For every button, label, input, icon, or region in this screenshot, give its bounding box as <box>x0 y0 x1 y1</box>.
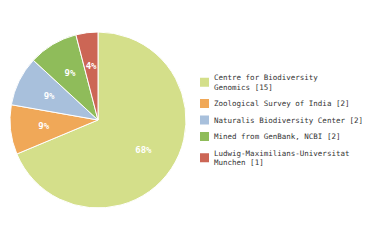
pie <box>10 32 186 208</box>
data-label: 9% <box>44 91 55 101</box>
data-label: 68% <box>135 145 152 155</box>
legend-swatch <box>200 78 209 87</box>
legend-label-line: Centre for Biodiversity <box>214 73 318 82</box>
legend-label: Naturalis Biodiversity Center [2] <box>214 116 363 125</box>
legend-swatch <box>200 132 209 141</box>
legend-label-line: Zoological Survey of India [2] <box>214 99 349 108</box>
data-label: 9% <box>65 68 76 78</box>
pie-slice <box>76 32 98 120</box>
legend-label: Ludwig-Maximilians-UniversitatMunchen [1… <box>214 149 349 168</box>
legend-label: Centre for BiodiversityGenomics [15] <box>214 73 318 92</box>
data-label: 4% <box>86 61 97 71</box>
legend-label: Mined from GenBank, NCBI [2] <box>214 132 340 141</box>
legend-label-line: Genomics [15] <box>214 83 273 92</box>
data-label: 9% <box>38 121 49 131</box>
chart: 68% 9% 9% 9% 4% Centre for BiodiversityGenomi… <box>0 0 380 240</box>
legend-label-line: Munchen [1] <box>214 158 264 167</box>
legend-swatch <box>200 99 209 108</box>
legend-label-line: Mined from GenBank, NCBI [2] <box>214 132 340 141</box>
legend-label-line: Ludwig-Maximilians-Universitat <box>214 149 349 158</box>
legend-label: Zoological Survey of India [2] <box>214 99 349 108</box>
legend-label-line: Naturalis Biodiversity Center [2] <box>214 116 363 125</box>
legend: Centre for BiodiversityGenomics [15] Zool… <box>200 73 363 167</box>
legend-swatch <box>200 116 209 125</box>
legend-swatch <box>200 153 209 162</box>
